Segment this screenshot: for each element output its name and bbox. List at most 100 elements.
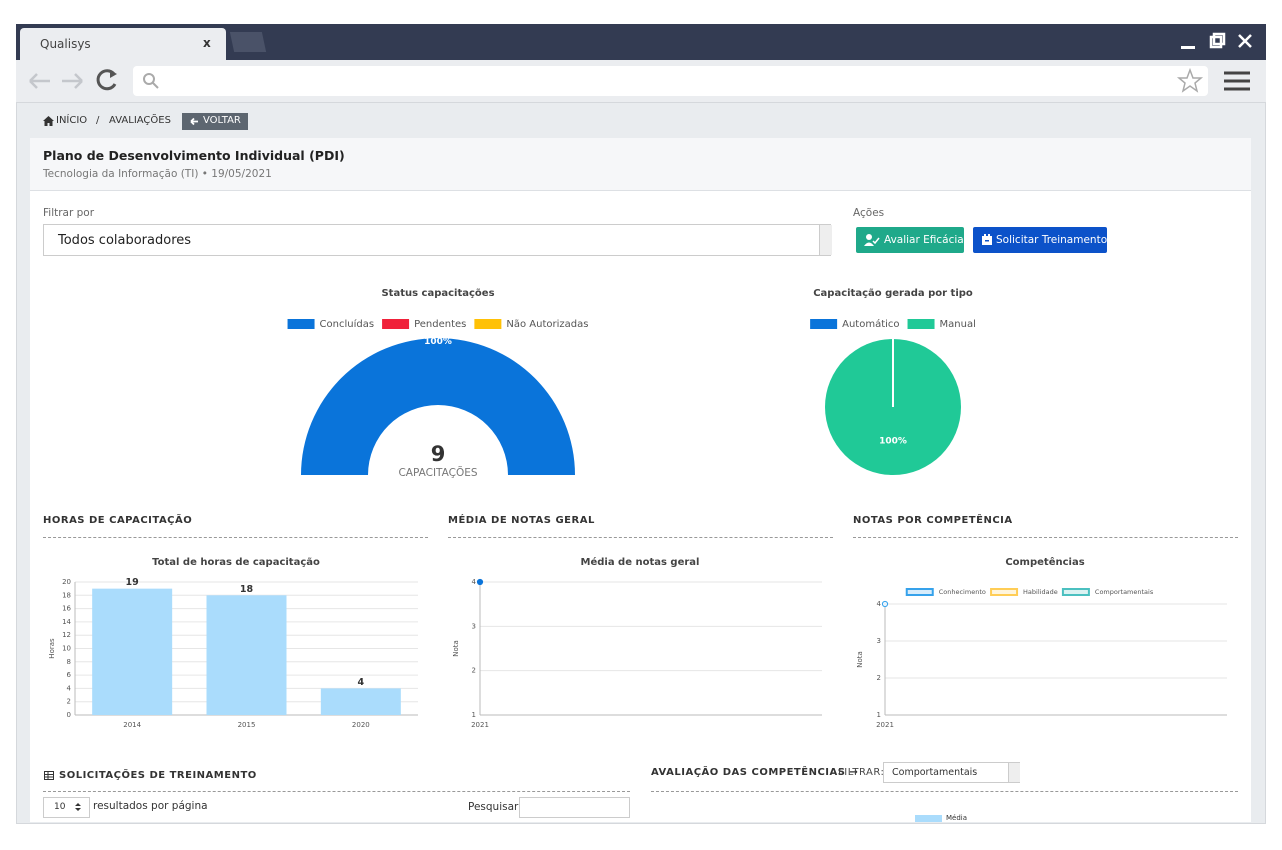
y-tick-label: 20 — [62, 578, 71, 586]
center-label: CAPACITAÇÕES — [398, 466, 477, 479]
legend-swatch — [810, 319, 838, 329]
legend-swatch — [915, 815, 942, 822]
divider — [43, 537, 428, 538]
filter-label: FILTRAR: — [838, 767, 885, 778]
y-tick-label: 8 — [67, 658, 71, 666]
bar — [92, 588, 173, 715]
y-tick-label: 18 — [62, 591, 71, 599]
page-subtitle: Tecnologia da Informação (TI) • 19/05/20… — [43, 168, 272, 180]
select-arrow — [819, 225, 832, 255]
home-icon — [43, 116, 54, 126]
legend-swatch — [474, 319, 502, 329]
legend-label: Comportamentais — [1095, 588, 1154, 596]
chart-title: Média de notas geral — [581, 556, 700, 568]
section-title: NOTAS POR COMPETÊNCIA — [853, 515, 1013, 526]
point — [476, 578, 484, 586]
filter-select[interactable] — [43, 224, 831, 256]
maximize[interactable] — [1209, 35, 1223, 49]
y-tick-label: 1 — [877, 711, 881, 719]
evaluate-button[interactable] — [856, 227, 964, 253]
legend-label: Concluídas — [320, 318, 375, 330]
y-tick-label: 1 — [472, 711, 476, 719]
section-title: AVALIAÇÃO DAS COMPETÊNCIAS → — [651, 767, 859, 778]
chart-title: Status capacitações — [381, 288, 494, 299]
y-tick-label: 16 — [62, 605, 71, 613]
menu[interactable] — [1224, 71, 1250, 91]
search-label: Pesquisar — [468, 801, 519, 813]
y-tick-label: 4 — [472, 578, 477, 586]
breadcrumb-home[interactable]: INÍCIO — [56, 115, 88, 126]
toolbar-icons — [29, 66, 1250, 96]
page-size-label: resultados por página — [93, 800, 208, 812]
breadcrumb-current: AVALIAÇÕES — [109, 115, 171, 126]
page-title: Plano de Desenvolvimento Individual (PDI… — [43, 148, 345, 163]
point — [881, 600, 889, 608]
breadcrumb-separator: / — [96, 115, 100, 126]
address-bar[interactable] — [133, 66, 1208, 96]
request-button[interactable] — [973, 227, 1107, 253]
back[interactable] — [29, 73, 50, 89]
legend-label: Automático — [842, 318, 899, 330]
tab[interactable] — [20, 28, 226, 60]
reload[interactable] — [96, 69, 117, 91]
tab-close[interactable]: x — [203, 36, 211, 50]
select-arrow — [1008, 763, 1020, 782]
chart-title: Capacitação gerada por tipo — [813, 288, 973, 299]
x-tick-label: 2020 — [352, 721, 370, 729]
y-tick-label: 12 — [62, 631, 71, 639]
divider — [43, 791, 630, 792]
legend-swatch — [990, 588, 1019, 596]
data-label: 100% — [879, 437, 907, 447]
minimize[interactable] — [1181, 46, 1195, 49]
spinner-icon — [75, 803, 81, 811]
calendar-icon — [982, 234, 992, 245]
bookmark[interactable] — [1176, 67, 1204, 93]
back-label: VOLTAR — [203, 115, 241, 126]
legend-swatch — [382, 319, 410, 329]
legend-label: Pendentes — [414, 319, 466, 330]
x-tick-label: 2021 — [471, 721, 489, 729]
close[interactable] — [1238, 34, 1252, 48]
x-tick-label: 2015 — [238, 721, 256, 729]
legend-label: Conhecimento — [939, 588, 986, 596]
section-title: SOLICITAÇÕES DE TREINAMENTO — [59, 770, 257, 781]
data-label: 4 — [358, 677, 365, 688]
legend-label: Média — [946, 814, 968, 822]
request-label: Solicitar Treinamento — [996, 234, 1108, 246]
y-tick-label: 4 — [877, 600, 882, 608]
y-axis-label: Nota — [452, 640, 460, 657]
user-check-icon — [864, 234, 880, 246]
legend-label: Habilidade — [1023, 588, 1058, 596]
x-tick-label: 2014 — [123, 721, 141, 729]
legend-swatch — [1061, 588, 1090, 596]
y-tick-label: 4 — [67, 684, 72, 692]
bar — [320, 688, 401, 715]
legend-label: Não Autorizadas — [506, 319, 588, 330]
window-controls — [1181, 32, 1252, 49]
divider — [448, 537, 833, 538]
center-value: 9 — [431, 442, 446, 466]
legend-swatch — [905, 588, 934, 596]
chart-title: Total de horas de capacitação — [152, 557, 320, 568]
tab-title: Qualisys — [40, 37, 91, 51]
actions-label: Ações — [853, 207, 885, 219]
y-axis-label: Nota — [856, 651, 864, 668]
legend-label: Manual — [940, 319, 976, 330]
y-tick-label: 3 — [877, 637, 881, 645]
divider — [651, 791, 1238, 792]
back-icon — [190, 117, 198, 126]
forward[interactable] — [62, 73, 83, 89]
competency-value: Comportamentais — [892, 767, 978, 778]
page-size-select[interactable] — [43, 797, 90, 818]
legend-swatch — [907, 319, 935, 329]
chart-title: Competências — [1005, 556, 1084, 568]
y-tick-label: 3 — [472, 622, 476, 630]
data-label: 19 — [126, 577, 139, 588]
y-tick-label: 2 — [877, 674, 881, 682]
y-axis-label: Horas — [48, 638, 56, 659]
search-input[interactable] — [519, 797, 630, 818]
page-size: 10 — [54, 802, 66, 812]
back-button[interactable] — [182, 113, 248, 130]
